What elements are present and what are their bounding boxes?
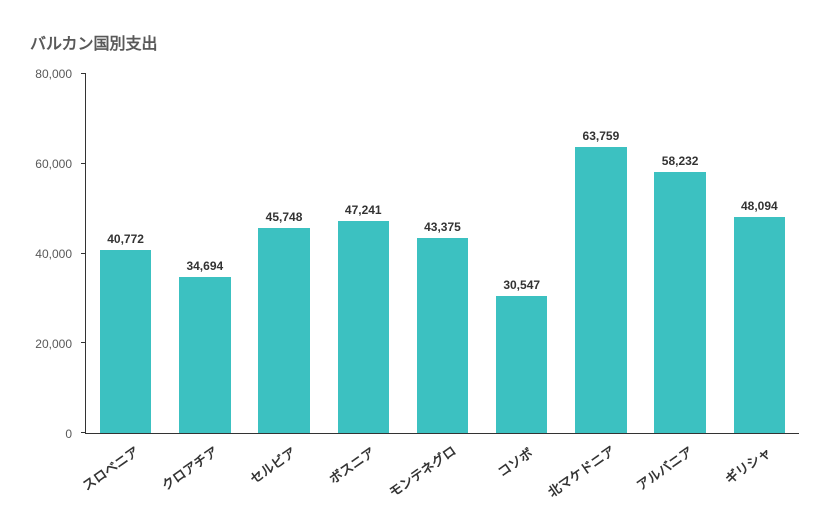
- bar-value-label: 40,772: [107, 232, 144, 246]
- x-label-slot: モンテネグロ: [403, 433, 482, 523]
- y-tick-mark: [81, 342, 86, 343]
- x-label-slot: セルビア: [244, 433, 323, 523]
- bar-value-label: 43,375: [424, 220, 461, 234]
- x-tick-label: ギリシャ: [721, 442, 775, 487]
- bar-slot: 47,241: [324, 74, 403, 433]
- bar-value-label: 34,694: [186, 259, 223, 273]
- bar-slot: 45,748: [244, 74, 323, 433]
- bar-slot: 63,759: [561, 74, 640, 433]
- bar-slot: 58,232: [641, 74, 720, 433]
- y-tick-mark: [81, 163, 86, 164]
- bar-value-label: 63,759: [583, 129, 620, 143]
- plot-wrap: 020,00040,00060,00080,000 40,77234,69445…: [85, 74, 799, 434]
- y-tick-label: 80,000: [35, 67, 72, 81]
- bar-value-label: 30,547: [503, 278, 540, 292]
- x-label-slot: 北マケドニア: [561, 433, 640, 523]
- bar: 48,094: [734, 217, 785, 433]
- bar: 47,241: [338, 221, 389, 433]
- chart-container: バルカン国別支出 0 20,000 40,000 60,000 80,000 40,77…: [0, 0, 839, 514]
- y-tick-mark: [81, 432, 86, 433]
- bar: 30,547: [496, 296, 547, 433]
- bar-slot: 30,547: [482, 74, 561, 433]
- y-tick-mark: [81, 253, 86, 254]
- bar: 58,232: [654, 172, 705, 433]
- bars-group: 40,772 34,694 45,748 47,241 43,375 30,547 63,7…: [86, 74, 799, 433]
- y-tick-label: 20,000: [35, 337, 72, 351]
- bar-value-label: 45,748: [266, 210, 303, 224]
- bar-value-label: 48,094: [741, 199, 778, 213]
- bar-slot: 48,094: [720, 74, 799, 433]
- x-tick-label: クロアチア: [157, 441, 221, 494]
- y-tick-label: 0: [65, 427, 72, 441]
- x-axis-labels: スロベニアクロアチアセルビアボスニアモンテネグロコソボ北マケドニアアルバニアギリ…: [86, 433, 799, 523]
- y-tick-label: 60,000: [35, 157, 72, 171]
- x-tick-label: コソボ: [493, 443, 536, 481]
- bar: 40,772: [100, 250, 151, 433]
- bar-slot: 43,375: [403, 74, 482, 433]
- x-tick-label: スロベニア: [78, 441, 142, 494]
- plot-area: 40,772 34,694 45,748 47,241 43,375 30,547 63,7…: [85, 74, 799, 434]
- x-label-slot: コソボ: [482, 433, 561, 523]
- bar-value-label: 58,232: [662, 154, 699, 168]
- bar: 63,759: [575, 147, 626, 433]
- x-tick-label: ボスニア: [325, 442, 379, 487]
- x-tick-label: セルビア: [246, 442, 300, 487]
- bar-slot: 40,772: [86, 74, 165, 433]
- x-label-slot: クロアチア: [165, 433, 244, 523]
- y-axis: 020,00040,00060,00080,000: [30, 74, 80, 434]
- bar-slot: 34,694: [165, 74, 244, 433]
- y-tick-mark: [81, 73, 86, 74]
- x-tick-label: アルバニア: [632, 441, 696, 494]
- y-tick-label: 40,000: [35, 247, 72, 261]
- bar-value-label: 47,241: [345, 203, 382, 217]
- bar: 43,375: [417, 238, 468, 433]
- bar: 45,748: [258, 228, 309, 433]
- x-label-slot: スロベニア: [86, 433, 165, 523]
- chart-title: バルカン国別支出: [30, 30, 809, 54]
- x-label-slot: アルバニア: [641, 433, 720, 523]
- bar: 34,694: [179, 277, 230, 433]
- x-label-slot: ボスニア: [324, 433, 403, 523]
- x-label-slot: ギリシャ: [720, 433, 799, 523]
